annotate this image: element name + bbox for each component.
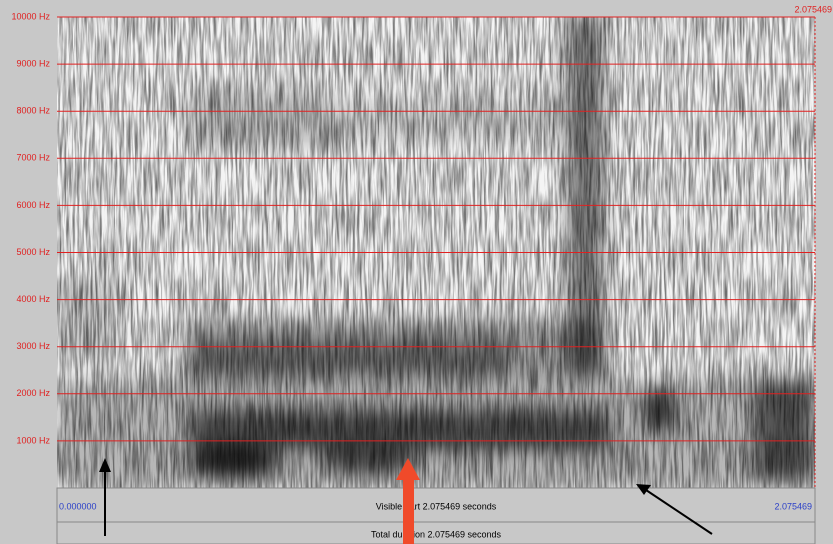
frequency-axis: 10000 Hz 9000 Hz 8000 Hz 7000 Hz 6000 Hz 5000… <box>11 11 815 445</box>
frequency-label: 8000 Hz <box>16 106 50 116</box>
total-duration: Total duration 2.075469 seconds <box>371 529 502 539</box>
frequency-label: 4000 Hz <box>16 294 50 304</box>
frequency-label: 1000 Hz <box>16 435 50 445</box>
frequency-label: 2000 Hz <box>16 388 50 398</box>
frequency-label: 6000 Hz <box>16 200 50 210</box>
start-time: 0.000000 <box>59 501 97 511</box>
top-right-time: 2.075469 <box>794 4 832 14</box>
annotation-arrows <box>99 458 713 544</box>
frequency-label: 7000 Hz <box>16 153 50 163</box>
total-bar[interactable] <box>56 521 816 544</box>
frequency-label: 9000 Hz <box>16 58 50 68</box>
visible-part: Visible part 2.075469 seconds <box>376 501 497 511</box>
visible-bar[interactable] <box>56 487 816 523</box>
frequency-label: 10000 Hz <box>11 11 50 21</box>
end-time: 2.075469 <box>774 501 812 511</box>
frequency-label: 3000 Hz <box>16 341 50 351</box>
frequency-label: 5000 Hz <box>16 247 50 257</box>
